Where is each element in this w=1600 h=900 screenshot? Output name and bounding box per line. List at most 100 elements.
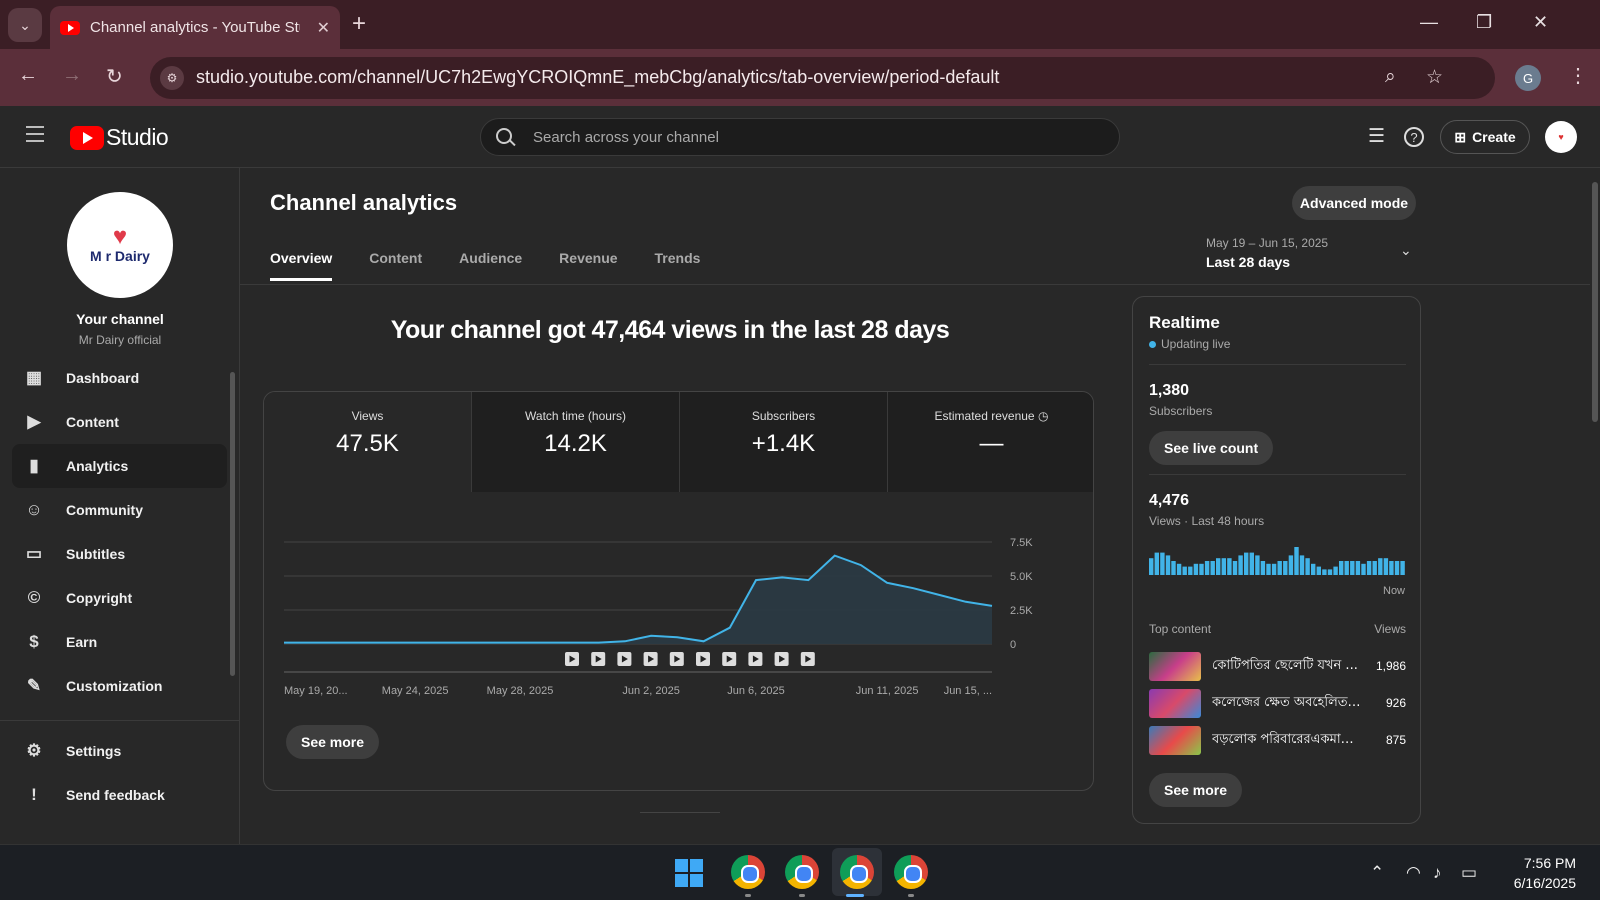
tab-revenue[interactable]: Revenue bbox=[559, 250, 618, 266]
close-tab-icon[interactable]: ✕ bbox=[316, 19, 330, 37]
sidebar-item-send-feedback[interactable]: ! Send feedback bbox=[12, 773, 227, 817]
windows-start-icon[interactable] bbox=[675, 859, 703, 887]
browser-menu-icon[interactable]: ⋮ bbox=[1568, 65, 1588, 87]
site-info-icon[interactable]: ⚙ bbox=[160, 66, 184, 90]
zoom-icon[interactable]: ⌕ bbox=[1385, 66, 1396, 87]
sidebar-scrollbar[interactable] bbox=[230, 372, 235, 676]
menu-icon[interactable] bbox=[26, 126, 44, 147]
messages-icon[interactable]: ☰ bbox=[1368, 126, 1386, 147]
earn-icon: $ bbox=[29, 632, 39, 651]
views-chart: 0 2.5K 5.0K 7.5K May 19, 20... May 24, 2025 Ma… bbox=[284, 537, 1033, 697]
your-channel-label: Your channel bbox=[76, 311, 164, 327]
live-dot-icon bbox=[1149, 340, 1156, 348]
realtime-bar bbox=[1305, 558, 1310, 575]
studio-logo[interactable]: Studio bbox=[70, 124, 169, 151]
see-more-button[interactable]: See more bbox=[286, 725, 380, 759]
chrome-taskbar-icon[interactable] bbox=[840, 855, 874, 889]
browser-toolbar: ← → ↻ ⚙ studio.youtube.com/channel/UC7h2… bbox=[0, 49, 1600, 106]
realtime-see-more-button[interactable]: See more bbox=[1149, 773, 1243, 807]
x-tick-label: May 24, 2025 bbox=[382, 685, 449, 697]
restore-button[interactable]: ❐ bbox=[1476, 12, 1493, 32]
tab-search-button[interactable]: ⌄ bbox=[8, 8, 42, 42]
sidebar-item-community[interactable]: ☺ Community bbox=[12, 488, 227, 532]
x-tick-label: Jun 15, ... bbox=[944, 685, 992, 697]
address-bar[interactable]: ⚙ studio.youtube.com/channel/UC7h2EwgYCR… bbox=[150, 57, 1495, 99]
page-scrollbar[interactable] bbox=[1590, 168, 1600, 844]
metric-views[interactable]: Views 47.5K bbox=[264, 392, 472, 492]
updating-live: Updating live bbox=[1149, 337, 1230, 351]
page-scrollbar-thumb[interactable] bbox=[1592, 182, 1598, 422]
sidebar-item-analytics[interactable]: ▮ Analytics bbox=[12, 444, 227, 488]
sidebar-item-earn[interactable]: $ Earn bbox=[12, 620, 227, 664]
date-range-picker[interactable]: May 19 – Jun 15, 2025 Last 28 days bbox=[1206, 236, 1328, 270]
browser-tab[interactable]: Channel analytics - YouTube Studio ✕ bbox=[50, 6, 340, 49]
sidebar-item-subtitles[interactable]: ▭ Subtitles bbox=[12, 532, 227, 576]
scroll-hint bbox=[640, 812, 720, 813]
video-title: বড়লোক পরিবারেরএকমাত্র ... bbox=[1212, 731, 1362, 747]
tab-overview[interactable]: Overview bbox=[270, 250, 333, 281]
sidebar-item-customization[interactable]: ✎ Customization bbox=[12, 664, 227, 708]
realtime-subscribers: 1,380 bbox=[1149, 382, 1190, 399]
create-button[interactable]: ⊞ Create bbox=[1440, 120, 1530, 154]
see-live-count-button[interactable]: See live count bbox=[1149, 431, 1274, 465]
help-icon[interactable]: ? bbox=[1404, 127, 1424, 147]
realtime-bar bbox=[1204, 561, 1210, 575]
chevron-up-icon[interactable]: ⌃ bbox=[1370, 863, 1385, 882]
sidebar-item-label: Customization bbox=[66, 678, 163, 694]
volume-icon[interactable]: ♪ bbox=[1433, 863, 1442, 882]
top-content-item[interactable]: কোটিপতির ছেলেটি যখন ... 1,986 bbox=[1149, 651, 1406, 681]
metric-label: Subscribers bbox=[751, 409, 816, 423]
sidebar-item-settings[interactable]: ⚙ Settings bbox=[12, 729, 227, 773]
chrome-taskbar-icon[interactable] bbox=[894, 855, 928, 889]
tab-content[interactable]: Content bbox=[369, 250, 423, 266]
channel-avatar[interactable]: ♥ M r Dairy bbox=[67, 192, 173, 298]
video-marker-play-icon bbox=[674, 655, 681, 663]
sidebar-item-label: Content bbox=[66, 414, 119, 430]
sidebar-nav: ▦ Dashboard ▶ Content ▮ Analytics ☺ Communit… bbox=[12, 356, 227, 708]
taskbar-indicator bbox=[799, 894, 805, 897]
subtitles-icon: ▭ bbox=[25, 544, 43, 563]
metric-subscribers[interactable]: Subscribers +1.4K bbox=[680, 392, 888, 492]
realtime-bar bbox=[1227, 558, 1232, 575]
taskbar-clock[interactable]: 7:56 PM 6/16/2025 bbox=[1496, 853, 1576, 893]
sidebar-item-copyright[interactable]: © Copyright bbox=[12, 576, 227, 620]
close-window-button[interactable]: ✕ bbox=[1533, 12, 1549, 32]
video-thumbnail bbox=[1149, 651, 1201, 681]
forward-button[interactable]: → bbox=[62, 64, 82, 86]
realtime-bar bbox=[1244, 552, 1249, 575]
video-thumbnail bbox=[1149, 688, 1201, 718]
back-button[interactable]: ← bbox=[18, 64, 38, 86]
top-content-item[interactable]: বড়লোক পরিবারেরএকমাত্র ... 875 bbox=[1149, 725, 1406, 755]
reload-button[interactable]: ↻ bbox=[106, 66, 123, 88]
metric-estimated-revenue[interactable]: Estimated revenue ◷ — bbox=[888, 392, 1093, 492]
advanced-mode-button[interactable]: Advanced mode bbox=[1292, 186, 1416, 220]
account-avatar[interactable]: ♥ bbox=[1545, 121, 1577, 153]
new-tab-button[interactable]: + bbox=[352, 10, 367, 37]
minimize-button[interactable]: — bbox=[1420, 12, 1438, 32]
sidebar-item-label: Analytics bbox=[66, 458, 129, 474]
browser-profile-avatar[interactable]: G bbox=[1515, 65, 1541, 91]
sidebar-divider bbox=[0, 720, 239, 721]
search-input[interactable] bbox=[533, 119, 1093, 155]
tab-audience[interactable]: Audience bbox=[459, 250, 523, 266]
chevron-down-icon[interactable]: ⌄ bbox=[1400, 242, 1412, 258]
battery-icon[interactable]: ▭ bbox=[1461, 863, 1478, 882]
clock-icon: ◷ bbox=[1037, 409, 1049, 423]
tab-trends[interactable]: Trends bbox=[654, 250, 701, 266]
realtime-bar bbox=[1182, 566, 1187, 575]
bookmark-star-icon[interactable]: ☆ bbox=[1426, 67, 1444, 88]
chrome-taskbar-icon[interactable] bbox=[785, 855, 819, 889]
top-content-item[interactable]: কলেজের ক্ষেত অবহেলিত ... 926 bbox=[1149, 688, 1406, 718]
sidebar-item-dashboard[interactable]: ▦ Dashboard bbox=[12, 356, 227, 400]
metric-value: 14.2K bbox=[544, 430, 607, 457]
realtime-bar bbox=[1327, 569, 1333, 575]
browser-tab-bar: ⌄ Channel analytics - YouTube Studio ✕ +… bbox=[0, 0, 1600, 49]
realtime-bar bbox=[1333, 566, 1338, 575]
chrome-taskbar-icon[interactable] bbox=[731, 855, 765, 889]
metric-watch-time[interactable]: Watch time (hours) 14.2K bbox=[472, 392, 680, 492]
realtime-bar bbox=[1216, 558, 1221, 575]
search-bar[interactable] bbox=[480, 118, 1120, 156]
sidebar-item-content[interactable]: ▶ Content bbox=[12, 400, 227, 444]
video-marker-play-icon bbox=[752, 655, 759, 663]
wifi-icon[interactable]: ◠ bbox=[1406, 863, 1421, 882]
